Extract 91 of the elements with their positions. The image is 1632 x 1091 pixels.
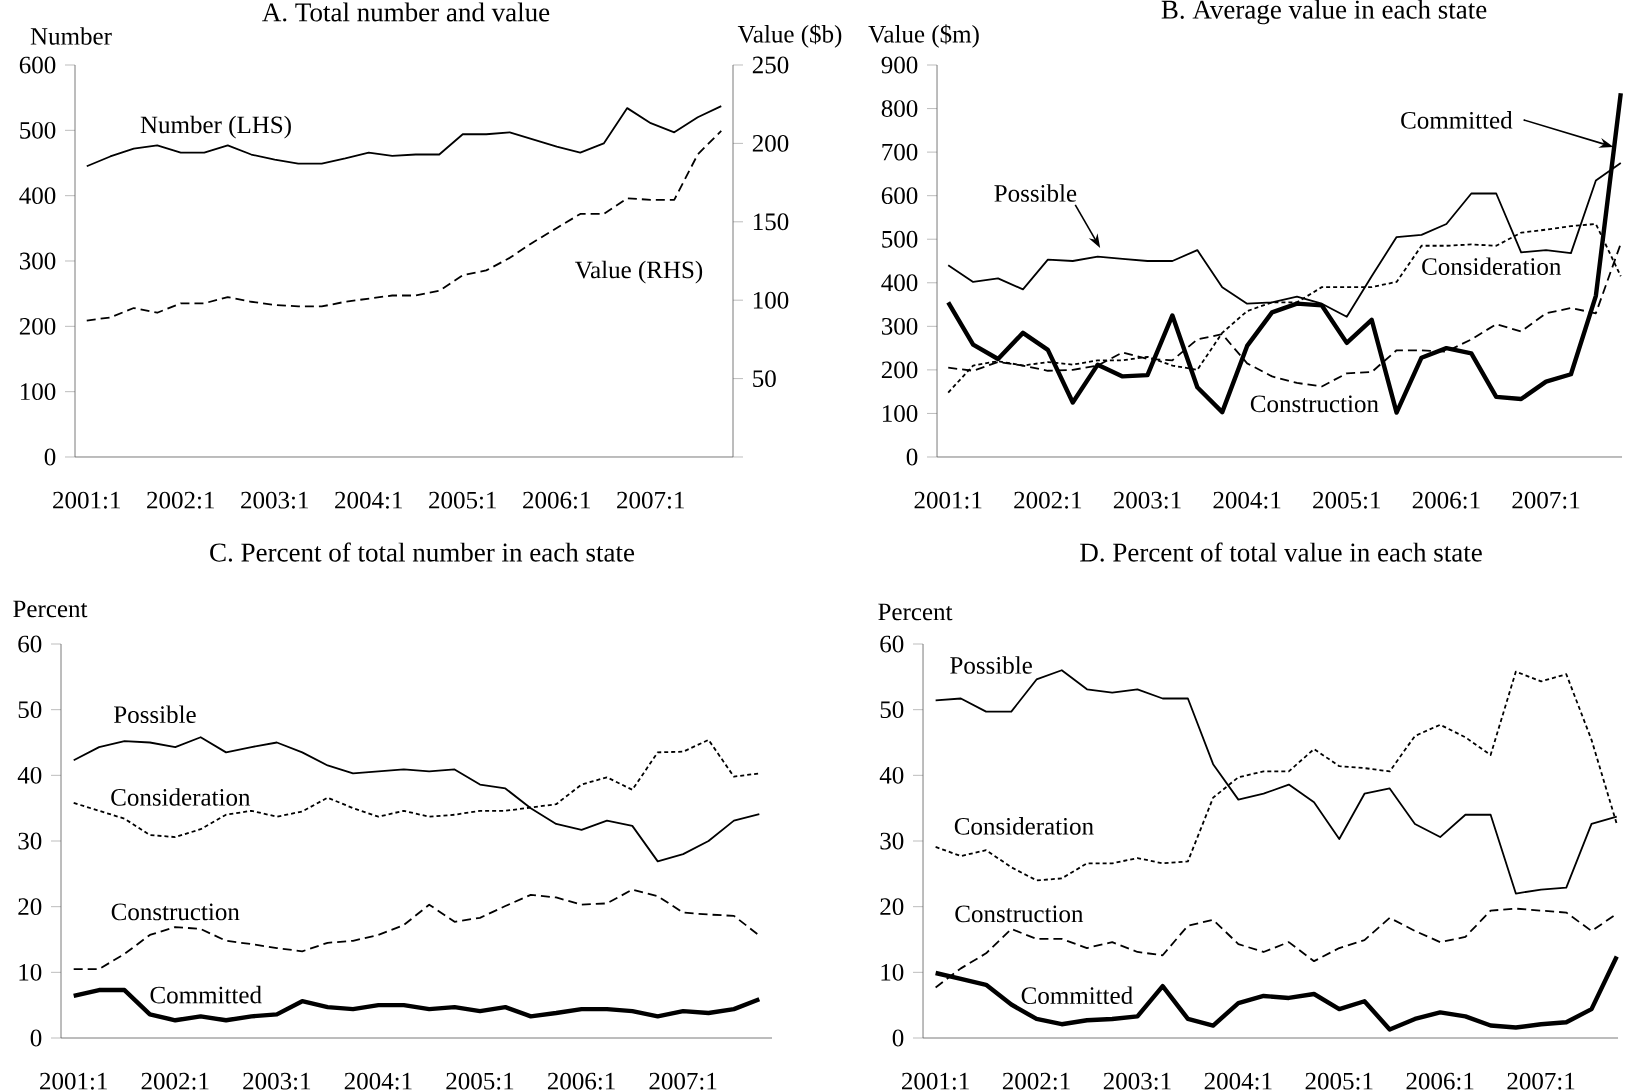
series-label: Committed [1021,986,1133,1005]
y-tick-label: 300 [19,252,56,270]
chart-title: B. Average value in each state [1161,0,1487,25]
x-tick-label: 2001:1 [40,1072,107,1090]
y-tick-label: 0 [892,1029,904,1047]
series-label: Construction [955,905,1084,923]
y-tick-label: 40 [17,766,42,784]
y-tick-label: 900 [881,56,918,74]
x-tick-label: 2006:1 [523,491,590,509]
x-tick-label: 2006:1 [1412,491,1480,509]
y-tick-label: 40 [879,766,904,784]
x-tick-label: 2004:1 [1204,1072,1272,1090]
y-tick-label: 20 [18,898,42,916]
x-tick-label: 2007:1 [1507,1072,1575,1090]
series-label: Possible [950,656,1032,674]
y-tick-label: 10 [19,963,42,981]
y-tick-label: 500 [20,121,56,139]
x-tick-label: 2005:1 [1305,1072,1373,1090]
x-tick-label: 2004:1 [344,1072,412,1090]
series-label: Construction [1250,395,1379,413]
y-tick-label: 0 [30,1029,42,1047]
chart-title: D. Percent of total value in each state [1080,542,1482,562]
y2-tick-label: 200 [752,134,789,152]
y-tick-label: 200 [881,361,918,379]
series-label: Committed [150,985,262,1004]
y-tick-label: 400 [19,187,56,205]
y-tick-label: 50 [18,701,42,719]
line-series [72,736,761,863]
x-tick-label: 2002:1 [147,491,214,509]
x-tick-label: 2003:1 [1113,491,1181,509]
y-tick-label: 60 [18,635,42,653]
x-tick-label: 2001:1 [914,491,982,509]
x-tick-label: 2003:1 [243,1072,311,1090]
x-tick-label: 2005:1 [1313,491,1380,509]
legend-label: Committed [1401,111,1513,129]
y-tick-label: 10 [881,963,904,981]
x-tick-label: 2001:1 [53,491,120,509]
y-tick-label: 400 [881,274,918,292]
y2-tick-label: 250 [752,56,789,74]
y-tick-label: 300 [881,317,918,335]
y2-axis-title: Value ($b) [737,24,842,48]
series-label: Consideration [954,817,1094,835]
series-label: Value (RHS) [575,260,703,284]
y2-tick-label: 50 [753,370,776,388]
y-axis-title: Value ($m) [868,24,979,48]
chart-title: A. Total number and value [262,2,550,22]
series-label: Construction [111,903,240,921]
series-label: Number (LHS) [140,115,291,139]
y-tick-label: 200 [19,317,56,335]
x-tick-label: 2006:1 [1406,1072,1474,1090]
x-tick-label: 2002:1 [1014,491,1082,509]
line-series [71,987,762,1023]
x-tick-label: 2001:1 [902,1072,969,1090]
line-series [946,91,1623,415]
x-tick-label: 2003:1 [241,491,308,509]
y-axis-title: Percent [13,600,88,618]
y-axis-title: Number [30,27,112,45]
y-axis-title: Percent [878,603,953,621]
x-tick-label: 2006:1 [547,1072,615,1090]
x-tick-label: 2002:1 [141,1072,209,1090]
x-tick-label: 2007:1 [617,491,684,509]
y-tick-label: 0 [906,448,918,466]
x-tick-label: 2004:1 [335,491,402,509]
x-tick-label: 2003:1 [1103,1072,1171,1090]
y-tick-label: 0 [44,448,56,466]
y-tick-label: 100 [882,405,918,422]
y-tick-label: 100 [20,383,56,401]
y-tick-label: 50 [880,701,904,719]
x-tick-label: 2005:1 [429,491,496,509]
text: Possible [994,184,1077,202]
y-tick-label: 700 [882,143,918,161]
y-tick-label: 500 [882,230,918,248]
y-tick-label: 20 [880,898,904,916]
y-tick-label: 30 [18,832,42,850]
y2-tick-label: 150 [753,213,789,231]
series-label: Possible [114,705,196,724]
x-tick-label: 2005:1 [446,1072,514,1090]
series-label: Consideration [1422,257,1562,276]
x-tick-label: 2002:1 [1002,1072,1070,1090]
chart-title: C. Percent of total number in each state [210,542,635,562]
y-tick-label: 600 [19,56,56,74]
x-tick-label: 2007:1 [649,1072,717,1090]
y-tick-label: 30 [880,832,904,850]
series-label: Consideration [111,788,251,806]
y2-tick-label: 100 [753,291,789,309]
y-tick-label: 600 [881,187,918,205]
x-tick-label: 2004:1 [1213,491,1281,509]
line-series [72,888,761,970]
y-tick-label: 800 [881,100,918,117]
x-tick-label: 2007:1 [1512,491,1580,509]
y-tick-label: 60 [880,635,904,653]
